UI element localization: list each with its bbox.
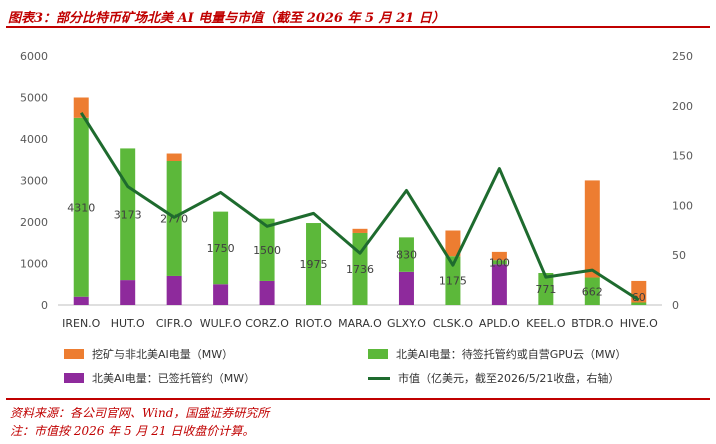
legend-swatch-green (368, 349, 388, 359)
bar-segment-green (259, 218, 275, 281)
bar-segment-purple (73, 296, 89, 305)
data-label: 100 (489, 256, 510, 269)
x-tick-label: WULF.O (200, 317, 242, 330)
legend-swatch-orange (64, 349, 84, 359)
data-label: 60 (632, 291, 646, 304)
market-cap-line (79, 111, 640, 302)
x-tick-label: BTDR.O (571, 317, 613, 330)
x-tick-label: RIOT.O (295, 317, 332, 330)
y-left-tick-label: 2000 (20, 216, 48, 229)
bar-segment-orange (73, 97, 89, 118)
figure-title: 图表3：部分比特币矿场北美 AI 电量与市值（截至 2026 年 5 月 21 … (8, 11, 445, 26)
data-label: 1975 (300, 258, 328, 271)
y-left-tick-label: 6000 (20, 50, 48, 63)
x-tick-label: APLD.O (479, 317, 520, 330)
legend-label-green: 北美AI电量：待签托管约或自营GPU云（MW） (396, 348, 627, 361)
x-tick-label: KEEL.O (526, 317, 566, 330)
bar-segment-green (491, 260, 507, 265)
data-label: 3173 (114, 208, 142, 221)
legend: 挖矿与非北美AI电量（MW） 北美AI电量：待签托管约或自营GPU云（MW） 北… (0, 340, 716, 390)
y-right-tick-label: 50 (672, 249, 686, 262)
chart-area: 0 1000 2000 3000 4000 5000 6000 0 50 100 150 200 250… (20, 50, 693, 330)
data-label: 1500 (253, 244, 281, 257)
bar-segment-orange (166, 153, 182, 161)
x-tick-label: GLXY.O (387, 317, 426, 330)
legend-swatch-purple (64, 373, 84, 383)
data-label: 830 (396, 249, 417, 262)
bar-segment-green (631, 302, 647, 305)
legend-item-line: 市值（亿美元，截至2026/5/21收盘，右轴） (368, 370, 619, 386)
x-tick-label: CIFR.O (156, 317, 193, 330)
legend-label-line: 市值（亿美元，截至2026/5/21收盘，右轴） (398, 372, 620, 385)
bar-segment-purple (259, 280, 275, 305)
y-right-tick-label: 250 (672, 50, 693, 63)
y-left-tick-label: 1000 (20, 258, 48, 271)
data-label: 1750 (207, 242, 235, 255)
y-left-tick-label: 0 (41, 299, 48, 312)
bar-segment-orange (491, 251, 507, 261)
legend-item-purple: 北美AI电量：已签托管约（MW） (64, 370, 255, 386)
bar-segment-orange (352, 228, 368, 233)
bar-segment-purple (166, 275, 182, 305)
x-tick-label: HIVE.O (620, 317, 658, 330)
legend-label-purple: 北美AI电量：已签托管约（MW） (92, 372, 256, 385)
bar-segment-green (213, 211, 229, 285)
data-label: 2770 (160, 212, 188, 225)
x-tick-label: HUT.O (111, 317, 145, 330)
legend-swatch-line (368, 376, 390, 380)
y-left-tick-label: 5000 (20, 92, 48, 105)
bar-segment-orange (445, 230, 461, 257)
bar-segment-purple (120, 280, 136, 305)
y-right-tick-label: 0 (672, 299, 679, 312)
data-label: 1175 (439, 275, 467, 288)
y-left-tick-label: 4000 (20, 133, 48, 146)
legend-item-green: 北美AI电量：待签托管约或自营GPU云（MW） (368, 346, 626, 362)
y-right-tick-label: 100 (672, 199, 693, 212)
bar-segment-green (398, 237, 414, 272)
bar-segment-green (306, 223, 322, 305)
bar-segment-green (73, 117, 89, 297)
y-left-tick-label: 3000 (20, 175, 48, 188)
legend-item-orange: 挖矿与非北美AI电量（MW） (64, 346, 233, 362)
bar-segment-green (538, 273, 554, 305)
x-tick-label: MARA.O (338, 317, 382, 330)
bar-segment-purple (213, 284, 229, 305)
bar-segment-green (445, 256, 461, 305)
source-note: 资料来源：各公司官网、Wind，国盛证券研究所 (10, 406, 270, 420)
x-tick-label: CORZ.O (245, 317, 289, 330)
data-label: 1736 (346, 263, 374, 276)
y-right-tick-label: 150 (672, 150, 693, 163)
y-right-tick-label: 200 (672, 100, 693, 113)
bar-segment-orange (584, 180, 600, 278)
bar-segment-green (584, 277, 600, 305)
legend-label-orange: 挖矿与非北美AI电量（MW） (92, 348, 234, 361)
title-bar: 图表3：部分比特币矿场北美 AI 电量与市值（截至 2026 年 5 月 21 … (6, 4, 710, 28)
data-label: 771 (535, 283, 556, 296)
data-label: 4310 (67, 201, 95, 214)
bar-segment-purple (491, 264, 507, 305)
bottom-rule (6, 398, 710, 400)
x-tick-label: CLSK.O (433, 317, 474, 330)
footnote: 注：市值按 2026 年 5 月 21 日收盘价计算。 (10, 424, 255, 438)
data-label: 662 (582, 285, 603, 298)
bar-segment-purple (398, 271, 414, 305)
x-tick-label: IREN.O (62, 317, 101, 330)
